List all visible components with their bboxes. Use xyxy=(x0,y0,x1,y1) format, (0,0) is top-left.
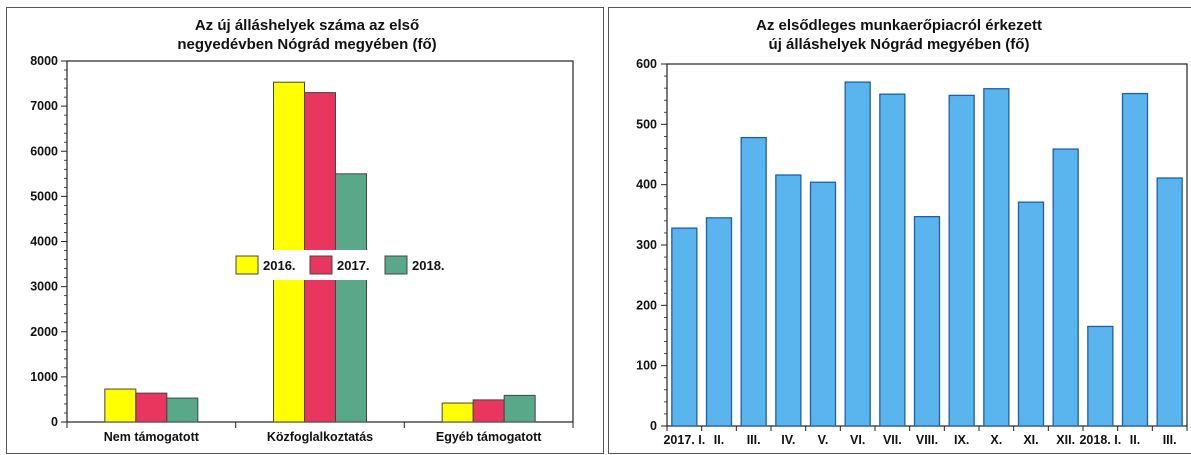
left-chart-title-line-2: negyedévben Nógrád megyében (fő) xyxy=(177,36,436,53)
left-bar-2017-1 xyxy=(135,392,168,423)
right-bar-10 xyxy=(983,88,1010,427)
left-y-tick-label: 1000 xyxy=(30,370,58,384)
right-category-label: XII. xyxy=(1056,433,1075,447)
right-chart-panel: Az elsődleges munkaerőpiacról érkezett ú… xyxy=(608,7,1191,454)
left-chart-panel: Az új álláshelyek száma az első negyedév… xyxy=(6,7,604,454)
left-legend-swatch-2016 xyxy=(235,255,259,275)
right-category-label: VIII. xyxy=(916,433,938,447)
right-bar-5 xyxy=(809,181,837,427)
right-category-label: IV. xyxy=(781,433,795,447)
left-bar-2018-3 xyxy=(503,394,536,423)
right-y-tick-label: 200 xyxy=(636,298,657,312)
right-category-label: IX. xyxy=(954,433,969,447)
right-bar-4 xyxy=(775,174,802,427)
left-category-label: Nem támogatott xyxy=(104,430,200,444)
left-bar-2018-2 xyxy=(335,173,367,423)
right-chart-title-line-2: új álláshelyek Nógrád megyében (fő) xyxy=(769,36,1030,53)
left-legend-label-2018: 2018. xyxy=(412,258,445,273)
right-category-label: V. xyxy=(818,433,829,447)
right-category-label: VII. xyxy=(883,433,902,447)
left-y-tick-label: 0 xyxy=(51,415,58,429)
right-category-label: II. xyxy=(1130,433,1140,447)
right-bar-13 xyxy=(1087,325,1114,427)
right-bar-11 xyxy=(1017,201,1045,427)
left-bar-2016-1 xyxy=(104,388,137,423)
right-y-tick-label: 500 xyxy=(636,117,657,131)
right-y-tick-label: 100 xyxy=(636,359,657,373)
left-y-tick-label: 3000 xyxy=(30,280,58,294)
right-category-label: X. xyxy=(990,433,1002,447)
right-category-label: II. xyxy=(714,433,724,447)
right-bar-9 xyxy=(948,94,975,427)
left-bar-chart: Az új álláshelyek száma az első negyedév… xyxy=(30,17,574,444)
right-category-label: III. xyxy=(1163,433,1177,447)
left-category-label: Egyéb támogatott xyxy=(436,430,542,444)
left-legend-swatch-2018 xyxy=(384,255,408,275)
left-category-label: Közfoglalkoztatás xyxy=(267,430,373,444)
left-legend-label-2016: 2016. xyxy=(263,258,296,273)
right-bar-6 xyxy=(844,81,871,427)
left-legend-background xyxy=(231,250,473,280)
right-category-label: 2017. I. xyxy=(663,433,705,447)
left-y-tick-label: 6000 xyxy=(30,144,58,158)
right-y-tick-label: 300 xyxy=(636,238,657,252)
right-bar-3 xyxy=(740,136,767,427)
right-category-label: 2018. I. xyxy=(1079,433,1121,447)
left-chart-title-line-1: Az új álláshelyek száma az első xyxy=(195,17,419,34)
right-bar-8 xyxy=(913,215,941,427)
right-bar-chart: Az elsődleges munkaerőpiacról érkezett ú… xyxy=(636,17,1188,447)
right-y-tick-label: 0 xyxy=(650,419,657,433)
left-y-tick-label: 8000 xyxy=(30,54,58,68)
left-y-tick-label: 5000 xyxy=(30,189,58,203)
right-y-tick-label: 600 xyxy=(636,57,657,71)
left-y-tick-label: 4000 xyxy=(30,235,58,249)
right-bar-14 xyxy=(1121,92,1149,427)
left-legend: 2016. 2017. 2018. xyxy=(231,250,473,280)
left-legend-label-2017: 2017. xyxy=(337,258,370,273)
right-category-label: III. xyxy=(747,433,761,447)
right-category-label: XI. xyxy=(1023,433,1038,447)
right-bar-12 xyxy=(1052,148,1079,427)
right-bar-7 xyxy=(879,93,906,427)
left-legend-swatch-2017 xyxy=(309,255,333,275)
right-chart-title-line-1: Az elsődleges munkaerőpiacról érkezett xyxy=(756,17,1042,34)
left-y-tick-label: 2000 xyxy=(30,325,58,339)
left-bar-2018-1 xyxy=(166,397,199,423)
right-category-label: VI. xyxy=(850,433,865,447)
left-bar-2016-3 xyxy=(441,402,474,423)
right-bar-15 xyxy=(1156,177,1183,427)
left-bar-2017-3 xyxy=(472,399,505,423)
left-y-tick-label: 7000 xyxy=(30,99,58,113)
right-y-tick-label: 400 xyxy=(636,178,657,192)
right-bar-1 xyxy=(671,227,698,427)
right-bar-2 xyxy=(705,217,733,427)
